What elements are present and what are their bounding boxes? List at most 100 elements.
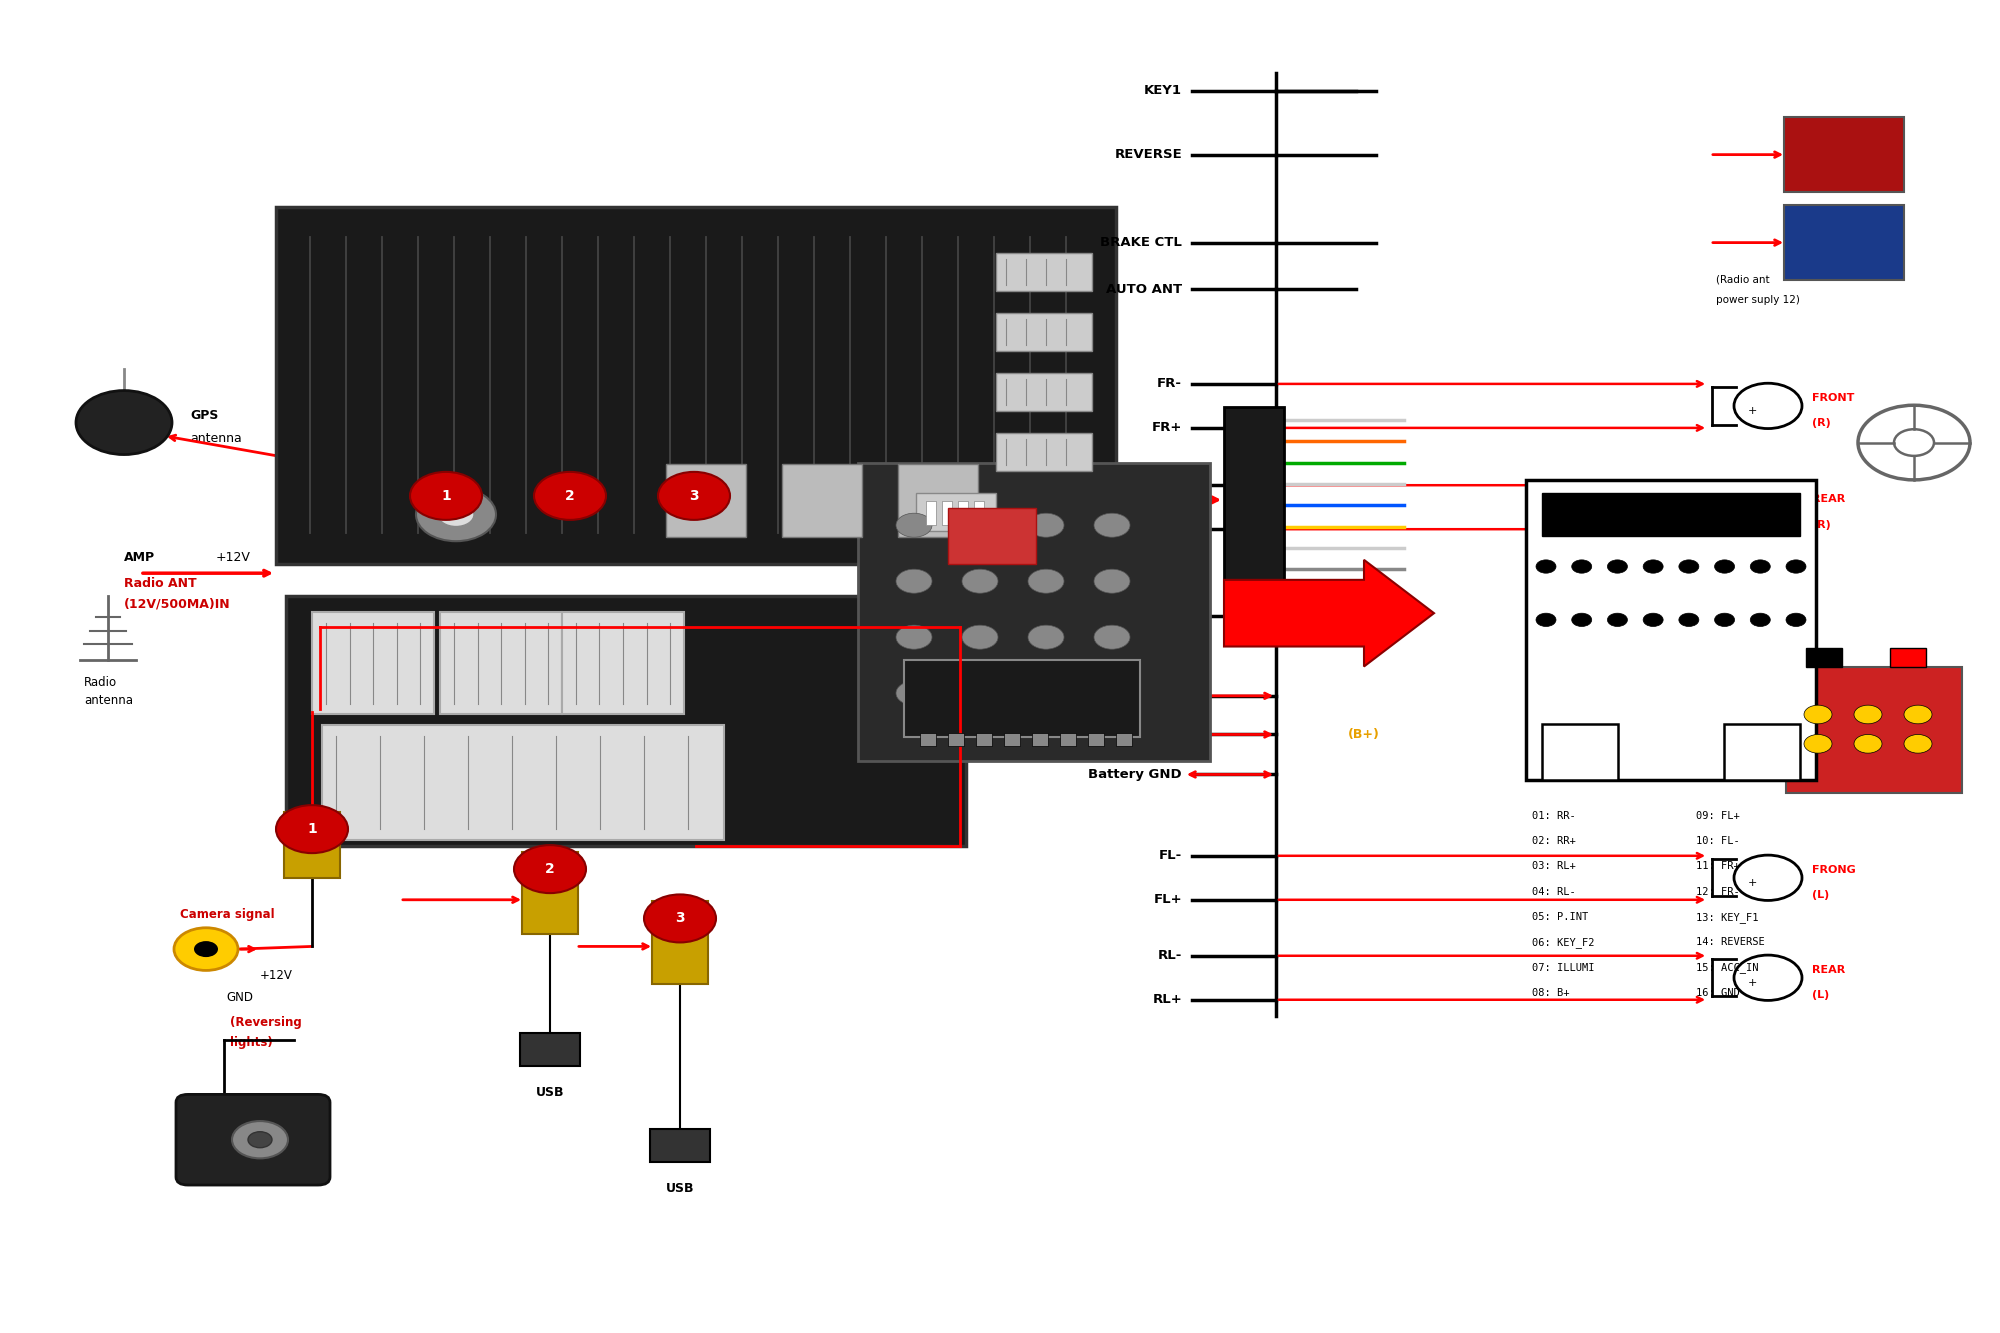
Circle shape [1572, 613, 1592, 627]
FancyBboxPatch shape [176, 1094, 330, 1185]
Text: REAR: REAR [1812, 495, 1846, 504]
Text: (12V/500MA)IN: (12V/500MA)IN [124, 597, 230, 611]
Circle shape [1750, 560, 1770, 573]
Text: (Radio ant: (Radio ant [1716, 275, 1770, 285]
Text: 1: 1 [308, 822, 316, 836]
Circle shape [962, 681, 998, 705]
Text: USB: USB [666, 1182, 694, 1196]
Text: USB: USB [536, 1086, 564, 1100]
Circle shape [1678, 613, 1698, 627]
Circle shape [1714, 613, 1734, 627]
FancyBboxPatch shape [1060, 733, 1076, 746]
Circle shape [194, 941, 218, 957]
Text: 06: KEY_F2: 06: KEY_F2 [1532, 937, 1594, 948]
Text: +12V: +12V [216, 551, 250, 564]
Circle shape [1028, 569, 1064, 593]
FancyBboxPatch shape [650, 1129, 710, 1162]
Text: 02: RR+: 02: RR+ [1532, 836, 1576, 846]
Circle shape [1572, 560, 1592, 573]
Text: +: + [1748, 978, 1756, 988]
Circle shape [1714, 560, 1734, 573]
Text: FRONG: FRONG [1812, 865, 1856, 874]
Text: AMP: AMP [124, 551, 156, 564]
Text: 14: REVERSE: 14: REVERSE [1696, 937, 1764, 948]
FancyBboxPatch shape [942, 501, 952, 525]
Circle shape [514, 845, 586, 893]
FancyBboxPatch shape [948, 508, 1036, 564]
Text: 3: 3 [676, 912, 684, 925]
FancyBboxPatch shape [1116, 733, 1132, 746]
FancyBboxPatch shape [1542, 493, 1800, 536]
Text: 07: ILLUMI: 07: ILLUMI [1532, 962, 1594, 973]
Text: firewire.: firewire. [570, 758, 622, 769]
Text: GPS: GPS [190, 409, 218, 423]
Text: Battery+12V: Battery+12V [1092, 728, 1182, 741]
Circle shape [962, 625, 998, 649]
Text: 11: 11 [1612, 639, 1622, 648]
Text: 04: 04 [1648, 585, 1658, 595]
FancyBboxPatch shape [926, 501, 936, 525]
Text: 11: FR+: 11: FR+ [1696, 861, 1740, 872]
Circle shape [896, 681, 932, 705]
FancyBboxPatch shape [1224, 407, 1284, 580]
FancyBboxPatch shape [920, 733, 936, 746]
Circle shape [1094, 513, 1130, 537]
Circle shape [1536, 560, 1556, 573]
FancyBboxPatch shape [322, 725, 724, 840]
Text: RR+: RR+ [1150, 523, 1182, 536]
Text: 16: 16 [1792, 639, 1800, 648]
Text: (L): (L) [1812, 990, 1830, 1000]
Text: FRONT: FRONT [1812, 393, 1854, 403]
FancyBboxPatch shape [652, 901, 708, 984]
FancyBboxPatch shape [520, 1033, 580, 1066]
Text: be control via key,memory): be control via key,memory) [510, 714, 682, 725]
Circle shape [962, 569, 998, 593]
Polygon shape [1224, 560, 1434, 666]
FancyBboxPatch shape [1526, 480, 1816, 780]
Text: GND: GND [226, 990, 252, 1004]
Text: (L): (L) [1812, 890, 1830, 900]
Text: (Reversing: (Reversing [230, 1016, 302, 1029]
FancyBboxPatch shape [1786, 666, 1962, 793]
FancyBboxPatch shape [974, 501, 984, 525]
Text: ACC(This wire is positive +: ACC(This wire is positive + [512, 696, 680, 706]
Text: 10: FL-: 10: FL- [1696, 836, 1740, 846]
FancyBboxPatch shape [276, 207, 1116, 564]
Text: 3: 3 [690, 489, 698, 503]
Text: 03: RL+: 03: RL+ [1532, 861, 1576, 872]
Text: 07: 07 [1756, 585, 1766, 595]
Text: REAR: REAR [1812, 965, 1846, 974]
Circle shape [1786, 613, 1806, 627]
FancyBboxPatch shape [904, 660, 1140, 737]
Text: 01: 01 [1542, 585, 1550, 595]
Text: (R): (R) [1812, 419, 1830, 428]
Text: 02: 02 [1576, 585, 1586, 595]
Text: 04: RL-: 04: RL- [1532, 886, 1576, 897]
Text: REVERSE: REVERSE [1114, 148, 1182, 161]
Circle shape [416, 488, 496, 541]
FancyBboxPatch shape [996, 373, 1092, 411]
Circle shape [410, 472, 482, 520]
FancyBboxPatch shape [562, 612, 684, 714]
Text: 08: 08 [1792, 585, 1800, 595]
Circle shape [1786, 560, 1806, 573]
FancyBboxPatch shape [1784, 205, 1904, 280]
FancyBboxPatch shape [948, 733, 964, 746]
FancyBboxPatch shape [916, 493, 996, 531]
Circle shape [1854, 734, 1882, 753]
Circle shape [1678, 560, 1698, 573]
Text: (B+): (B+) [1348, 728, 1380, 741]
Text: FL+: FL+ [1154, 893, 1182, 906]
Text: power suply 12): power suply 12) [1716, 295, 1800, 305]
FancyBboxPatch shape [1032, 733, 1048, 746]
Text: 15: ACC_IN: 15: ACC_IN [1696, 962, 1758, 973]
FancyBboxPatch shape [858, 463, 1210, 761]
Text: antenna: antenna [190, 432, 242, 445]
FancyBboxPatch shape [1542, 724, 1618, 780]
Circle shape [438, 503, 474, 527]
Text: 03: 03 [1612, 585, 1622, 595]
FancyBboxPatch shape [1890, 648, 1926, 666]
Circle shape [644, 894, 716, 942]
Text: 2: 2 [546, 862, 554, 876]
Text: BRAKE CTL: BRAKE CTL [1100, 236, 1182, 249]
